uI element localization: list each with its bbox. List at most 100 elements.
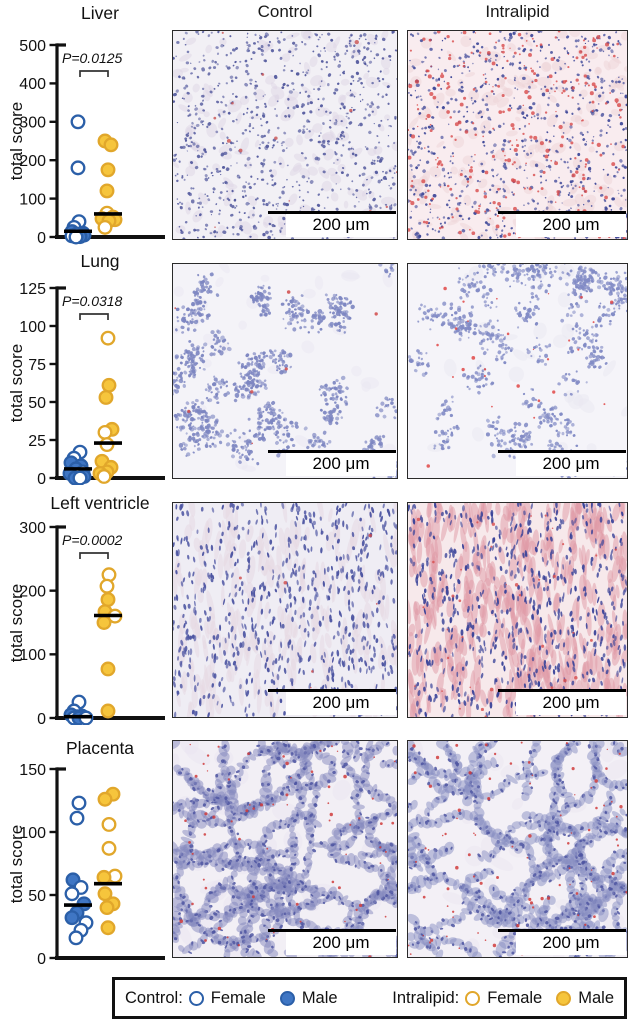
lung-chart: Lung total score P=0.0318 0 25 50 75 100 125 <box>0 248 170 485</box>
scale-bar-label: 200 μm <box>286 932 396 955</box>
scale-bar-line <box>498 211 626 214</box>
left-ventricle-chart-plot: 0 100 200 300 <box>19 520 165 725</box>
scale-bar: 200 μm <box>498 211 626 237</box>
data-point <box>100 920 116 936</box>
data-point <box>97 219 113 235</box>
svg-text:100: 100 <box>19 319 46 336</box>
data-point <box>100 592 116 608</box>
placenta-control-image: 200 μm <box>172 740 398 958</box>
histology-texture <box>173 31 397 239</box>
scale-bar-line <box>498 450 626 453</box>
y-axis-label: total score <box>7 101 26 181</box>
svg-text:200: 200 <box>19 583 46 600</box>
scale-bar-label: 200 μm <box>516 453 626 476</box>
control-female-marker-icon <box>188 990 204 1006</box>
histology-texture <box>408 31 627 239</box>
scale-bar-line <box>498 929 626 932</box>
scale-bar-line <box>268 450 396 453</box>
svg-text:25: 25 <box>28 433 46 450</box>
scale-bar: 200 μm <box>498 689 626 715</box>
scale-bar: 200 μm <box>268 211 396 237</box>
chart-title-placenta: Placenta <box>65 738 135 758</box>
chart-title-lung: Lung <box>80 251 120 271</box>
chart-title-left-ventricle: Left ventricle <box>50 493 150 513</box>
data-point <box>70 160 86 176</box>
chart-title-liver: Liver <box>81 3 119 23</box>
liver-intralipid-image: 200 μm <box>407 30 628 240</box>
histology-texture <box>173 264 397 478</box>
significance-bracket <box>79 313 109 320</box>
legend-item-label: Male <box>301 988 338 1007</box>
svg-text:0: 0 <box>37 230 46 246</box>
data-point <box>97 791 113 807</box>
data-point <box>96 869 112 885</box>
svg-text:0: 0 <box>37 711 46 725</box>
data-point <box>72 470 88 485</box>
data-point <box>101 377 117 393</box>
lung-chart-plot: 0 25 50 75 100 125 <box>19 281 165 485</box>
data-point <box>101 840 117 856</box>
data-point <box>96 469 112 484</box>
svg-text:125: 125 <box>19 281 46 298</box>
scale-bar-line <box>268 929 396 932</box>
data-point <box>100 330 116 346</box>
scale-bar-label: 200 μm <box>516 692 626 715</box>
legend-item-label: Male <box>578 988 614 1007</box>
histology-texture <box>173 741 397 957</box>
data-point <box>97 886 113 902</box>
p-value: P=0.0318 <box>62 293 123 309</box>
svg-text:0: 0 <box>37 471 46 485</box>
data-point <box>69 810 85 826</box>
data-point <box>98 389 114 405</box>
data-point <box>96 615 112 630</box>
y-axis-label: total score <box>7 583 26 662</box>
scale-bar: 200 μm <box>268 929 396 955</box>
scale-bar-label: 200 μm <box>516 932 626 955</box>
legend-group-label-intralipid: Intralipid: <box>392 988 460 1007</box>
data-point <box>99 900 115 916</box>
column-header-control: Control <box>257 2 313 21</box>
data-point <box>100 162 116 178</box>
control-male-marker-icon <box>279 990 295 1006</box>
histology-texture <box>408 503 627 717</box>
liver-chart: Liver total score P=0.0125 0 100 200 300 400… <box>0 0 170 246</box>
legend-item-label: Female <box>487 988 543 1007</box>
lung-intralipid-image: 200 μm <box>407 263 628 479</box>
data-point <box>99 578 115 594</box>
scale-bar-line <box>268 211 396 214</box>
data-point <box>64 886 80 902</box>
placenta-intralipid-image: 200 μm <box>407 740 628 958</box>
scale-bar-label: 200 μm <box>286 453 396 476</box>
svg-text:50: 50 <box>28 395 46 412</box>
scale-bar: 200 μm <box>498 929 626 955</box>
histology-texture <box>408 741 627 957</box>
data-point <box>100 703 116 719</box>
significance-bracket <box>79 70 109 77</box>
scale-bar-label: 200 μm <box>516 214 626 237</box>
lung-control-image: 200 μm <box>172 263 398 479</box>
svg-text:0: 0 <box>37 951 46 965</box>
scale-bar: 200 μm <box>498 450 626 476</box>
data-point <box>101 816 117 832</box>
svg-text:300: 300 <box>19 115 46 132</box>
scale-bar-line <box>498 689 626 692</box>
left-ventricle-intralipid-image: 200 μm <box>407 502 628 718</box>
svg-text:50: 50 <box>28 888 46 905</box>
data-point <box>71 795 87 811</box>
liver-control-image: 200 μm <box>172 30 398 240</box>
scale-bar-label: 200 μm <box>286 214 396 237</box>
liver-chart-plot: 0 100 200 300 400 500 <box>19 38 165 246</box>
significance-bracket <box>79 552 109 559</box>
svg-text:200: 200 <box>19 153 46 170</box>
scale-bar: 200 μm <box>268 450 396 476</box>
scale-bar-label: 200 μm <box>286 692 396 715</box>
legend: Control: Female Male Intralipid: Female … <box>112 977 627 1019</box>
data-point <box>64 910 80 926</box>
data-point <box>100 661 116 677</box>
svg-text:75: 75 <box>28 357 46 374</box>
p-value: P=0.0002 <box>62 532 123 548</box>
left-ventricle-chart: Left ventricle total score P=0.0002 0 100… <box>0 490 170 725</box>
legend-group-label-control: Control: <box>125 988 183 1007</box>
data-point <box>68 930 84 946</box>
